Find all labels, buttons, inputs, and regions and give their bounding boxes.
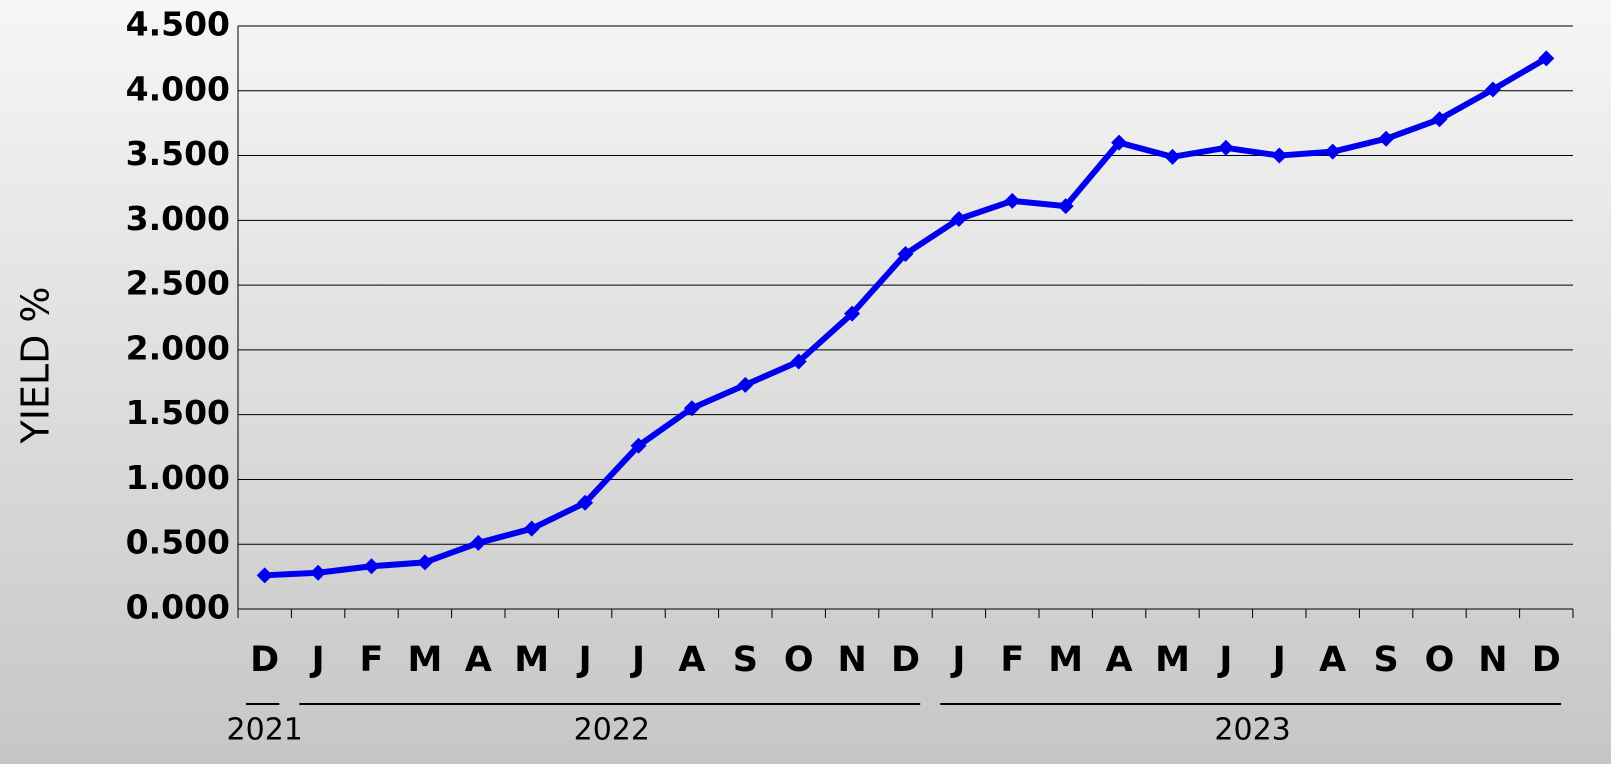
marker <box>1378 130 1395 147</box>
year-label: 2023 <box>1214 713 1290 748</box>
marker <box>310 564 327 581</box>
marker <box>1431 111 1448 128</box>
marker <box>790 353 807 370</box>
marker <box>1057 198 1074 215</box>
marker <box>1111 134 1128 151</box>
marker <box>950 211 967 228</box>
x-tick-label: M <box>514 640 549 680</box>
marker <box>1324 143 1341 160</box>
y-tick-label: 1.000 <box>126 458 230 497</box>
marker <box>897 246 914 263</box>
x-tick-label: N <box>1478 640 1507 680</box>
y-tick-label: 0.000 <box>126 588 230 627</box>
marker <box>416 554 433 571</box>
year-label: 2021 <box>227 713 303 748</box>
marker <box>523 520 540 537</box>
y-tick-label: 1.500 <box>126 393 230 432</box>
x-tick-label: F <box>1000 640 1024 680</box>
x-tick-label: J <box>310 640 325 680</box>
y-tick-label: 2.500 <box>126 264 230 303</box>
y-axis-label: YIELD % <box>14 286 58 444</box>
x-tick-label: D <box>891 640 920 680</box>
marker <box>256 567 273 584</box>
marker <box>577 494 594 511</box>
x-tick-label: F <box>360 640 384 680</box>
x-tick-label: O <box>784 640 814 680</box>
year-label: 2022 <box>574 713 650 748</box>
marker <box>737 376 754 393</box>
marker <box>363 558 380 575</box>
marker <box>470 534 487 551</box>
y-tick-label: 3.000 <box>126 199 230 238</box>
line <box>264 55 1548 579</box>
x-tick-label: M <box>1155 640 1190 680</box>
x-tick-label: O <box>1425 640 1455 680</box>
x-tick-label: S <box>1373 640 1398 680</box>
y-tick-label: 0.500 <box>126 523 230 562</box>
y-tick-label: 2.000 <box>126 328 230 367</box>
y-tick-label: 4.500 <box>126 5 230 44</box>
x-tick-label: N <box>837 640 866 680</box>
marker <box>683 400 700 417</box>
x-tick-label: M <box>407 640 442 680</box>
x-tick-label: M <box>1048 640 1083 680</box>
marker <box>1217 139 1234 156</box>
x-tick-label: J <box>630 640 645 680</box>
marker <box>1484 81 1501 98</box>
marker <box>844 305 861 322</box>
x-tick-label: J <box>1217 640 1232 680</box>
marker <box>1164 148 1181 165</box>
marker <box>1271 147 1288 164</box>
x-tick-label: J <box>1271 640 1286 680</box>
x-tick-label: A <box>465 640 492 680</box>
x-tick-label: J <box>950 640 965 680</box>
x-tick-label: D <box>1532 640 1561 680</box>
x-tick-label: S <box>733 640 758 680</box>
x-tick-label: J <box>577 640 592 680</box>
marker <box>630 437 647 454</box>
marker <box>1004 192 1021 209</box>
x-tick-label: D <box>250 640 279 680</box>
x-tick-label: A <box>678 640 705 680</box>
x-tick-label: A <box>1319 640 1346 680</box>
y-tick-label: 3.500 <box>126 134 230 173</box>
y-tick-label: 4.000 <box>126 69 230 108</box>
x-tick-label: A <box>1106 640 1133 680</box>
marker <box>1538 50 1555 67</box>
